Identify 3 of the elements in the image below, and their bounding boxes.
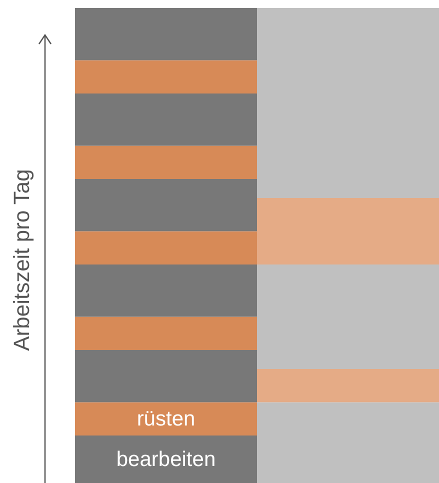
series-label: rüsten — [136, 407, 196, 430]
series-label: bearbeiten — [116, 448, 216, 471]
y-axis-title: Arbeitszeit pro Tag — [9, 169, 35, 351]
